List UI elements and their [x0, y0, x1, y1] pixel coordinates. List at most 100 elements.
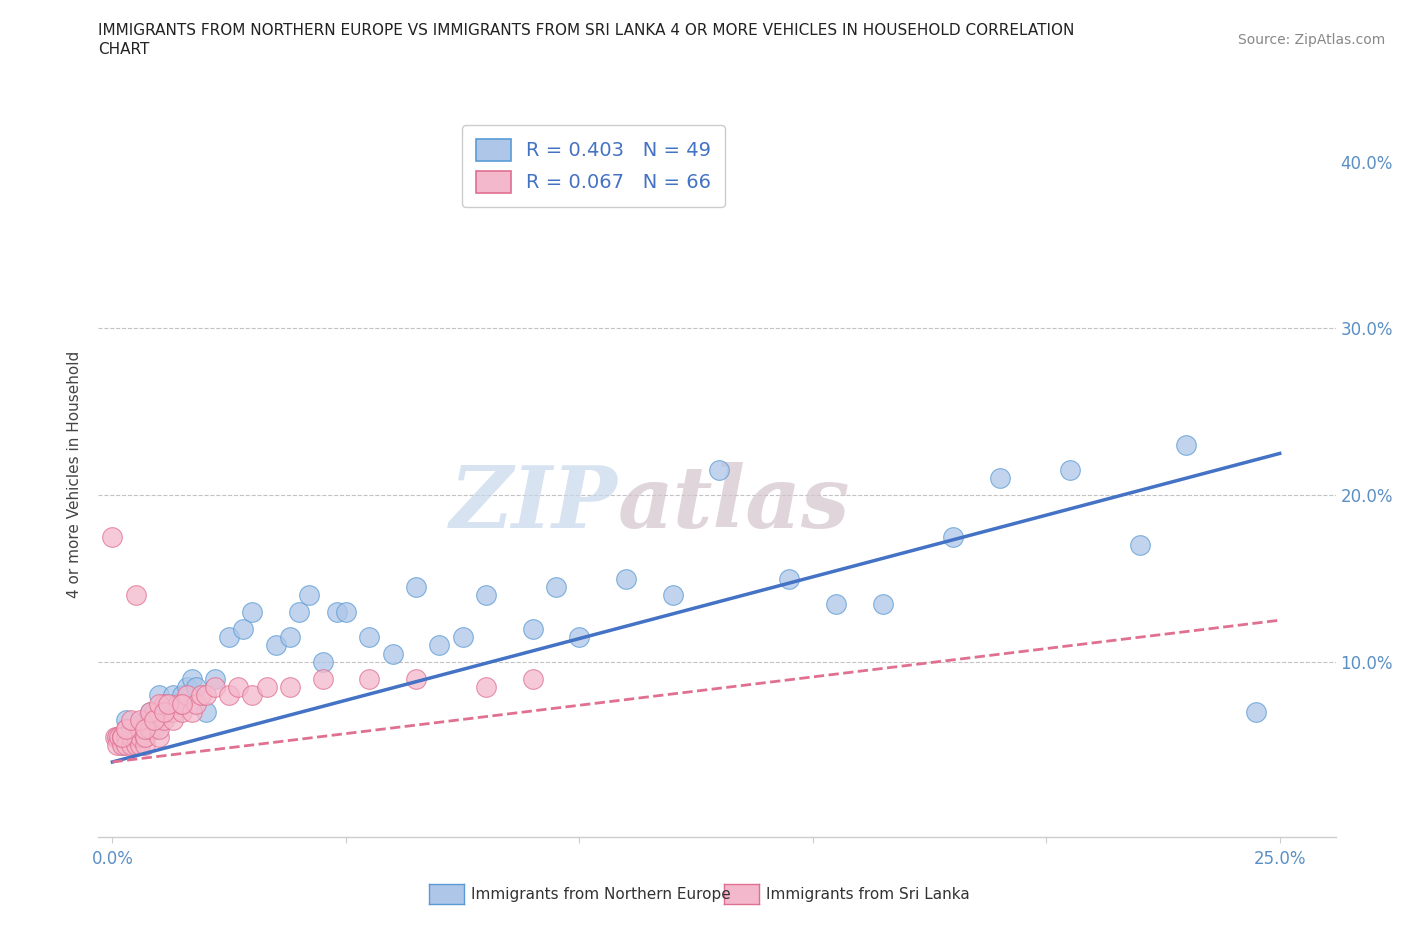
Point	[134, 721, 156, 736]
Point	[129, 721, 152, 736]
Point	[125, 737, 148, 752]
Point	[335, 604, 357, 619]
Text: IMMIGRANTS FROM NORTHERN EUROPE VS IMMIGRANTS FROM SRI LANKA 4 OR MORE VEHICLES : IMMIGRANTS FROM NORTHERN EUROPE VS IMMIG…	[98, 23, 1074, 38]
Point	[311, 655, 333, 670]
Point	[129, 712, 152, 727]
Point	[1175, 438, 1198, 453]
Point	[152, 705, 174, 720]
Point	[101, 529, 124, 544]
Point	[111, 729, 134, 744]
Point	[115, 712, 138, 727]
Point	[105, 737, 128, 752]
Point	[172, 705, 194, 720]
Point	[278, 630, 301, 644]
Point	[152, 697, 174, 711]
Point	[204, 680, 226, 695]
Point	[143, 721, 166, 736]
Point	[186, 680, 208, 695]
Point	[129, 729, 152, 744]
Legend: R = 0.403   N = 49, R = 0.067   N = 66: R = 0.403 N = 49, R = 0.067 N = 66	[463, 125, 724, 206]
Point	[228, 680, 250, 695]
Point	[143, 712, 166, 727]
Point	[105, 729, 128, 744]
Point	[111, 729, 134, 744]
Point	[139, 705, 162, 720]
Text: Immigrants from Sri Lanka: Immigrants from Sri Lanka	[766, 887, 970, 902]
Point	[778, 571, 800, 586]
Point	[204, 671, 226, 686]
Point	[278, 680, 301, 695]
Point	[172, 697, 194, 711]
Point	[129, 737, 152, 752]
Point	[115, 721, 138, 736]
Point	[143, 712, 166, 727]
Point	[139, 721, 162, 736]
Point	[942, 529, 965, 544]
Point	[194, 688, 217, 703]
Point	[311, 671, 333, 686]
Point	[186, 697, 208, 711]
Point	[125, 729, 148, 744]
Point	[1246, 705, 1268, 720]
Point	[242, 688, 264, 703]
Point	[134, 729, 156, 744]
Text: Immigrants from Northern Europe: Immigrants from Northern Europe	[471, 887, 731, 902]
Point	[405, 671, 427, 686]
Point	[218, 688, 240, 703]
Text: ZIP: ZIP	[450, 461, 619, 545]
Point	[162, 688, 184, 703]
Y-axis label: 4 or more Vehicles in Household: 4 or more Vehicles in Household	[67, 351, 83, 598]
Point	[111, 737, 134, 752]
Point	[125, 588, 148, 603]
Point	[148, 697, 170, 711]
Point	[157, 705, 180, 720]
Point	[172, 697, 194, 711]
Point	[427, 638, 450, 653]
Point	[176, 680, 198, 695]
Point	[405, 579, 427, 594]
Point	[148, 729, 170, 744]
Point	[148, 705, 170, 720]
Point	[176, 688, 198, 703]
Point	[661, 588, 683, 603]
Point	[297, 588, 319, 603]
Point	[988, 471, 1011, 485]
Point	[522, 621, 544, 636]
Point	[162, 705, 184, 720]
Point	[190, 688, 212, 703]
Point	[115, 721, 138, 736]
Point	[242, 604, 264, 619]
Point	[614, 571, 637, 586]
Point	[152, 712, 174, 727]
Point	[218, 630, 240, 644]
Point	[264, 638, 287, 653]
Point	[256, 680, 278, 695]
Point	[148, 688, 170, 703]
Point	[325, 604, 347, 619]
Point	[120, 712, 142, 727]
Point	[120, 729, 142, 744]
Point	[111, 737, 134, 752]
Point	[115, 729, 138, 744]
Point	[157, 697, 180, 711]
Point	[475, 588, 498, 603]
Point	[134, 737, 156, 752]
Point	[104, 729, 127, 744]
Point	[451, 630, 474, 644]
Point	[194, 705, 217, 720]
Point	[232, 621, 254, 636]
Point	[152, 705, 174, 720]
Point	[381, 646, 404, 661]
Point	[105, 729, 128, 744]
Point	[108, 729, 131, 744]
Text: atlas: atlas	[619, 461, 851, 545]
Point	[134, 729, 156, 744]
Point	[825, 596, 848, 611]
Point	[148, 721, 170, 736]
Point	[475, 680, 498, 695]
Text: Source: ZipAtlas.com: Source: ZipAtlas.com	[1237, 33, 1385, 46]
Point	[111, 729, 134, 744]
Point	[129, 721, 152, 736]
Point	[115, 737, 138, 752]
Point	[162, 712, 184, 727]
